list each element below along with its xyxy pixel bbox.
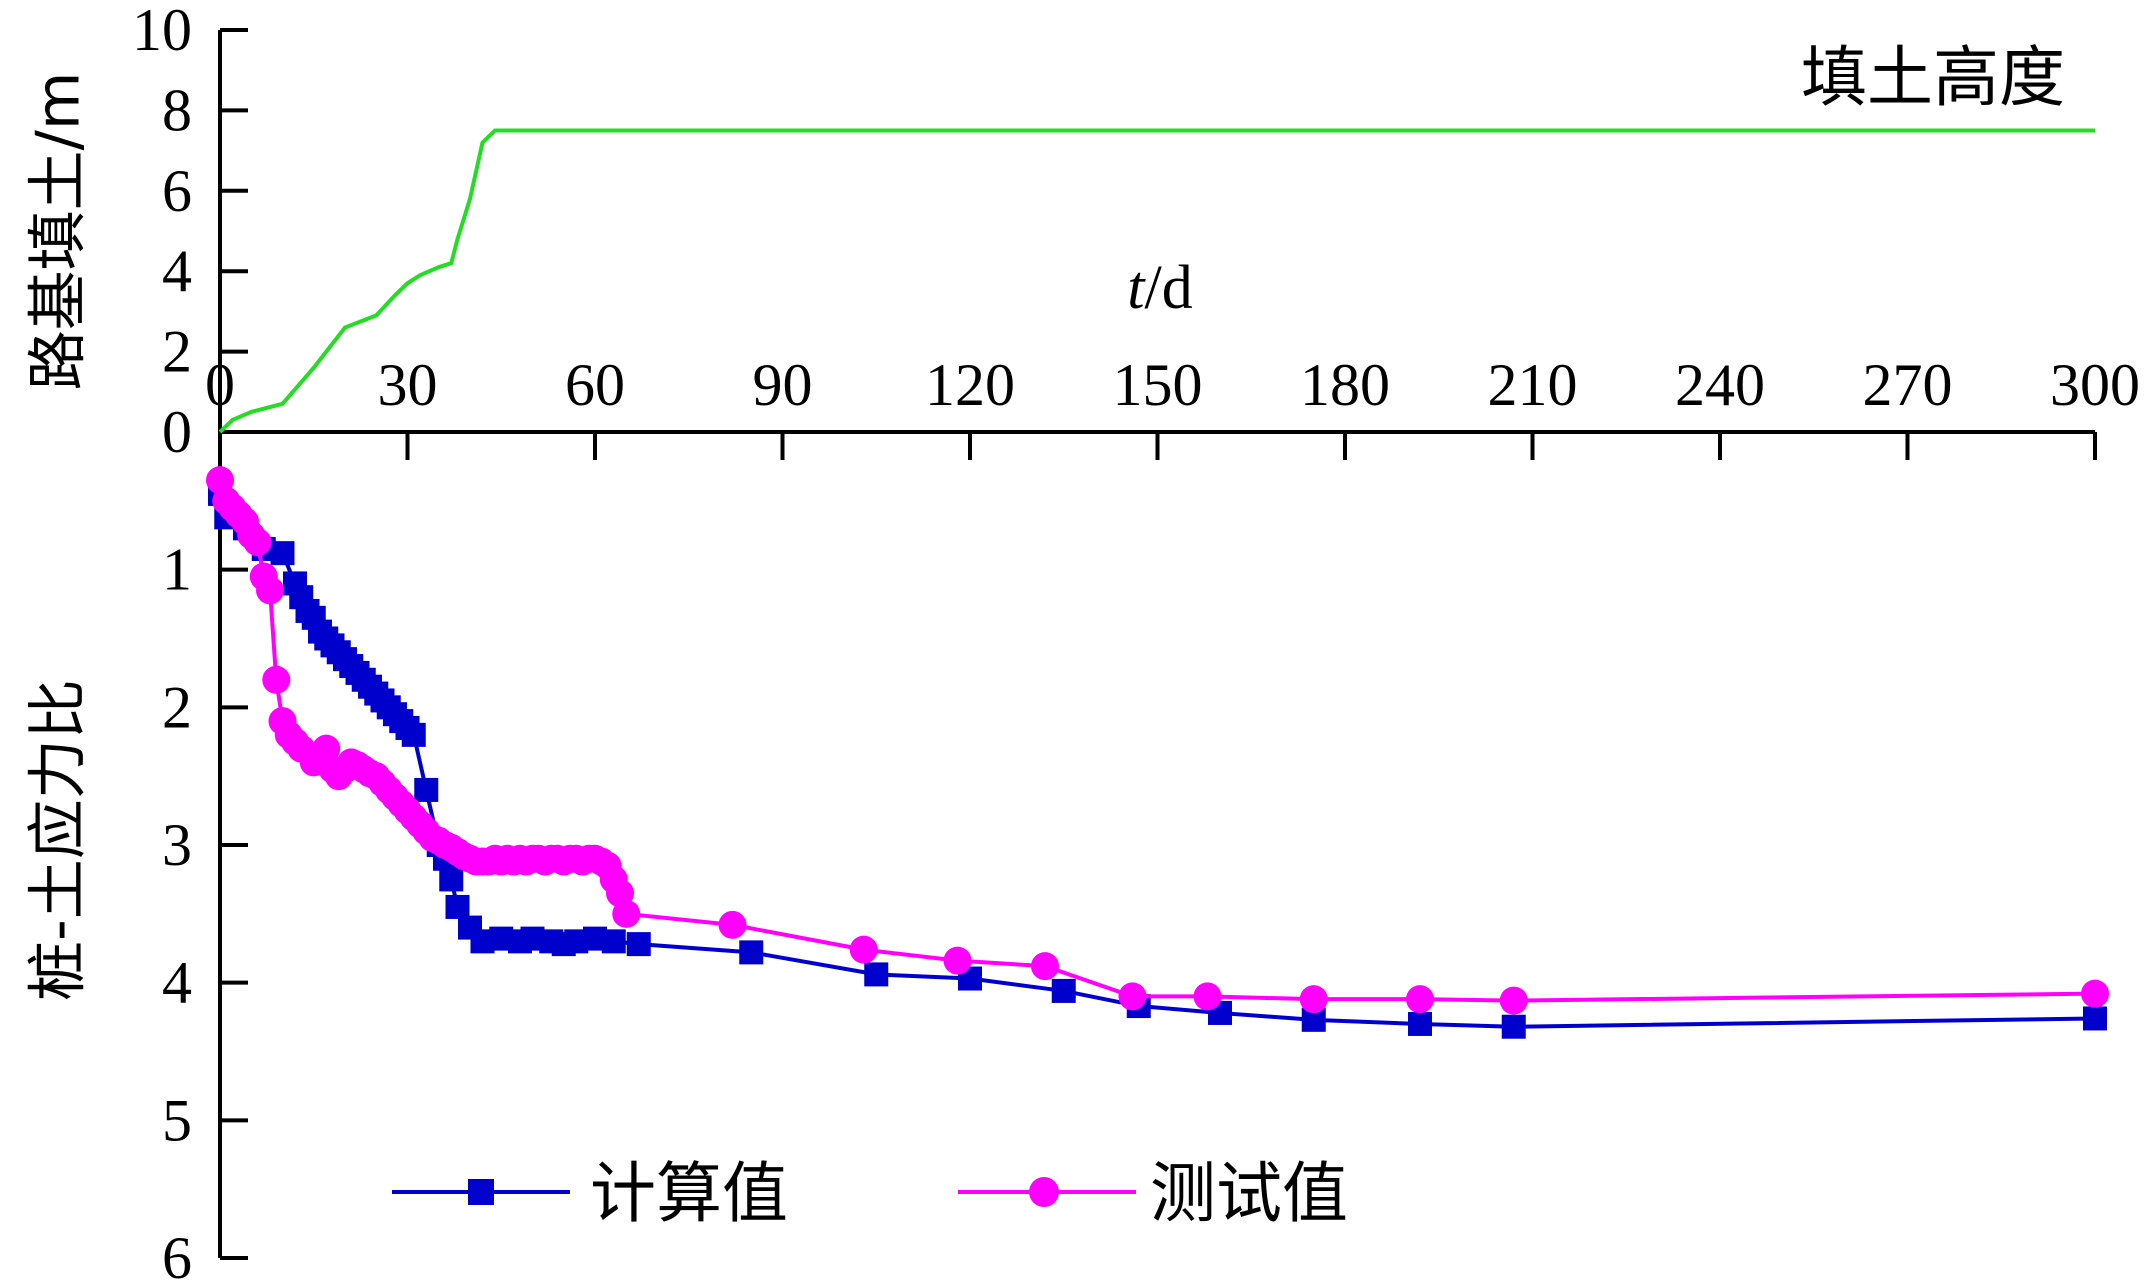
top-y-tick-label: 2 xyxy=(162,319,192,385)
fill-height-annotation: 填土高度 xyxy=(1801,39,2065,116)
x-tick-label: 60 xyxy=(565,352,625,418)
measured-point xyxy=(718,910,747,939)
fill-height-line xyxy=(218,128,2095,434)
x-tick-label: 240 xyxy=(1675,352,1765,418)
svg-text:t/d: t/d xyxy=(1127,254,1192,322)
x-tick-label: 300 xyxy=(2050,352,2140,418)
calculated-point xyxy=(445,894,470,919)
measured-point xyxy=(256,576,284,605)
calculated-point xyxy=(414,777,439,802)
legend-label-measured: 测试值 xyxy=(1150,1155,1348,1232)
measured-point xyxy=(849,935,878,964)
top-y-tick-label: 6 xyxy=(162,158,192,224)
measured-point xyxy=(243,528,272,557)
top-y-tick-label: 4 xyxy=(162,238,192,304)
measured-point xyxy=(943,946,972,975)
measured-point xyxy=(2081,979,2109,1008)
calculated-point xyxy=(739,940,764,965)
measured-point xyxy=(1118,982,1147,1011)
measured-point xyxy=(1499,986,1528,1015)
calculated-point xyxy=(1501,1014,1526,1039)
top-series-group xyxy=(218,128,2095,434)
measured-series-line xyxy=(218,479,2096,1003)
top-y-axis-title: 路基填土/m xyxy=(24,72,94,391)
measured-point xyxy=(1193,982,1222,1011)
bottom-y-ticks: 1 2 3 4 5 6 xyxy=(162,537,248,1288)
measured-point xyxy=(1299,985,1328,1014)
x-tick-label: 150 xyxy=(1113,352,1203,418)
bottom-series-group xyxy=(206,466,2109,1039)
bottom-y-tick-label: 4 xyxy=(162,950,192,1016)
top-y-tick-label: 10 xyxy=(132,0,192,63)
x-tick-label: 0 xyxy=(205,352,235,418)
legend-label-calculated: 计算值 xyxy=(590,1155,788,1232)
bottom-y-axis-title: 桩-土应力比 xyxy=(24,679,94,1001)
calculated-point xyxy=(2083,1006,2107,1031)
calculated-point xyxy=(401,722,426,747)
bottom-y-tick-label: 2 xyxy=(162,674,192,740)
calculated-point xyxy=(1051,978,1076,1003)
x-tick-label: 120 xyxy=(925,352,1015,418)
legend-marker-measured xyxy=(1029,1177,1059,1207)
calculated-point xyxy=(1408,1011,1432,1036)
legend-marker-calculated xyxy=(468,1179,494,1205)
bottom-y-tick-label: 3 xyxy=(162,812,192,878)
x-tick-label: 30 xyxy=(378,352,438,418)
x-axis-title-var: t xyxy=(1127,254,1146,322)
x-tick-label: 270 xyxy=(1863,352,1953,418)
x-axis-title: t/d xyxy=(1127,254,1192,322)
legend: 计算值 测试值 xyxy=(392,1155,1348,1232)
x-tick-label: 180 xyxy=(1300,352,1390,418)
calculated-point xyxy=(626,932,651,957)
top-y-tick-label: 8 xyxy=(162,77,192,143)
calculated-point xyxy=(864,962,889,987)
calculated-point xyxy=(601,929,626,954)
calculated-point xyxy=(270,541,295,566)
measured-point xyxy=(612,899,641,928)
x-axis-title-unit: /d xyxy=(1145,254,1193,322)
measured-point xyxy=(1031,952,1059,981)
bottom-y-tick-label: 5 xyxy=(162,1087,192,1153)
measured-point xyxy=(1406,985,1434,1014)
bottom-y-tick-label: 1 xyxy=(162,537,192,603)
x-tick-label: 90 xyxy=(753,352,813,418)
x-ticks: 0 30 60 90 120 150 180 210 240 270 300 xyxy=(205,352,2140,460)
calculated-point xyxy=(439,867,464,892)
bottom-y-tick-label: 6 xyxy=(162,1225,192,1288)
x-tick-label: 210 xyxy=(1488,352,1578,418)
top-y-tick-label: 0 xyxy=(162,399,192,465)
measured-point xyxy=(262,665,291,694)
